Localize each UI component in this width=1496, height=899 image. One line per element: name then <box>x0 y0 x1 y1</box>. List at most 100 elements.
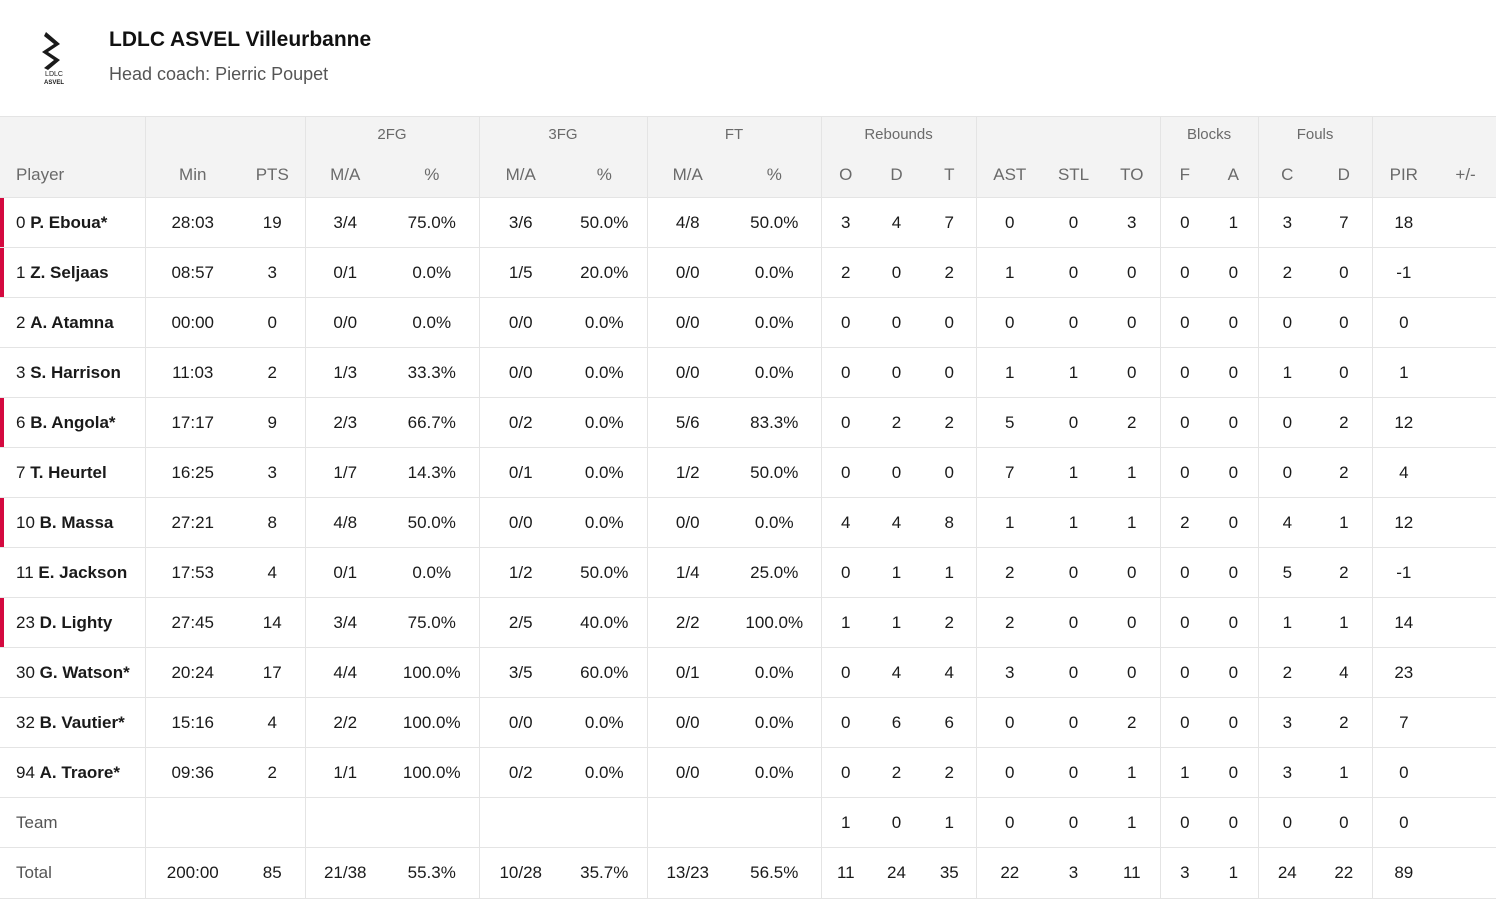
player-number: 30 <box>16 662 35 682</box>
player-cell[interactable]: 1 Z. Seljaas <box>0 247 145 298</box>
col-reb-d[interactable]: D <box>870 152 924 198</box>
table-row[interactable]: 2 A. Atamna 00:00 0 0/0 0.0% 0/0 0.0% 0/0 0.0% 0 0… <box>0 297 1496 348</box>
stat-pm <box>1435 697 1496 748</box>
stat-t: 1 <box>923 547 977 598</box>
col-ft-pct[interactable]: % <box>728 152 822 198</box>
table-row[interactable]: 3 S. Harrison 11:03 2 1/3 33.3% 0/0 0.0% 0/0 0.0… <box>0 347 1496 398</box>
player-name[interactable]: B. Angola* <box>30 412 116 432</box>
stat-stl: 1 <box>1043 447 1105 498</box>
player-number: 10 <box>16 512 35 532</box>
table-row[interactable]: 6 B. Angola* 17:17 9 2/3 66.7% 0/2 0.0% 5/6 83.3… <box>0 397 1496 448</box>
stat-bf: 0 <box>1159 647 1210 698</box>
player-cell[interactable]: 23 D. Lighty <box>0 597 145 648</box>
stat-t: 0 <box>923 347 977 398</box>
col-min[interactable]: Min <box>144 152 240 198</box>
table-row[interactable]: 1 Z. Seljaas 08:57 3 0/1 0.0% 1/5 20.0% 0/0 0.0%… <box>0 247 1496 298</box>
stat-pm <box>1435 747 1496 798</box>
stat-min: 200:00 <box>144 847 240 899</box>
table-row[interactable]: 23 D. Lighty 27:45 14 3/4 75.0% 2/5 40.0% 2/2 10… <box>0 597 1496 648</box>
player-number: 11 <box>16 562 34 582</box>
player-name[interactable]: G. Watson* <box>39 662 130 682</box>
stat-fg3: 0/0 <box>478 347 562 398</box>
player-cell[interactable]: 32 B. Vautier* <box>0 697 145 748</box>
stat-pir: 0 <box>1371 297 1436 348</box>
stat-bf: 2 <box>1159 497 1210 548</box>
player-cell[interactable]: 3 S. Harrison <box>0 347 145 398</box>
col-fouls-c[interactable]: C <box>1257 152 1317 198</box>
stat-pm <box>1435 597 1496 648</box>
stat-stl: 3 <box>1043 847 1105 899</box>
player-name[interactable]: B. Vautier* <box>39 712 125 732</box>
col-ast[interactable]: AST <box>975 152 1044 198</box>
stat-pm <box>1435 847 1496 899</box>
stat-stl: 0 <box>1043 247 1105 298</box>
player-name[interactable]: T. Heurtel <box>30 462 107 482</box>
table-row[interactable]: 32 B. Vautier* 15:16 4 2/2 100.0% 0/0 0.0% 0/0 0… <box>0 697 1496 748</box>
col-blk-f[interactable]: F <box>1159 152 1210 198</box>
player-cell[interactable]: 2 A. Atamna <box>0 297 145 348</box>
col-pir[interactable]: PIR <box>1371 152 1436 198</box>
stat-ftp: 0.0% <box>728 247 822 298</box>
stat-pts: 4 <box>240 547 305 598</box>
group-rebounds: Rebounds <box>820 116 977 152</box>
stat-fd: 0 <box>1316 347 1373 398</box>
stat-o: 0 <box>820 647 871 698</box>
stat-fg2p: 0.0% <box>385 547 479 598</box>
player-name[interactable]: B. Massa <box>39 512 114 532</box>
stat-min <box>144 797 240 848</box>
col-reb-t[interactable]: T <box>923 152 977 198</box>
player-number: 7 <box>16 462 26 482</box>
stat-fd: 0 <box>1316 247 1373 298</box>
player-name[interactable]: A. Atamna <box>30 312 114 332</box>
player-name[interactable]: D. Lighty <box>39 612 113 632</box>
player-cell[interactable]: 7 T. Heurtel <box>0 447 145 498</box>
col-2fg-ma[interactable]: M/A <box>304 152 385 198</box>
player-name[interactable]: A. Traore* <box>39 762 120 782</box>
col-ft-ma[interactable]: M/A <box>646 152 728 198</box>
player-cell[interactable]: 0 P. Eboua* <box>0 197 145 248</box>
col-3fg-pct[interactable]: % <box>562 152 647 198</box>
col-reb-o[interactable]: O <box>820 152 871 198</box>
stat-pm <box>1435 647 1496 698</box>
stat-fg3 <box>478 797 562 848</box>
table-row[interactable]: 7 T. Heurtel 16:25 3 1/7 14.3% 0/1 0.0% 1/2 50.0… <box>0 447 1496 498</box>
col-blk-a[interactable]: A <box>1209 152 1259 198</box>
player-name[interactable]: S. Harrison <box>30 362 121 382</box>
col-player[interactable]: Player <box>0 152 145 198</box>
player-cell[interactable]: 30 G. Watson* <box>0 647 145 698</box>
stat-pts: 0 <box>240 297 305 348</box>
table-row[interactable]: 10 B. Massa 27:21 8 4/8 50.0% 0/0 0.0% 0/0 0.0% 4… <box>0 497 1496 548</box>
player-name[interactable]: Z. Seljaas <box>30 262 109 282</box>
player-name[interactable]: P. Eboua* <box>30 212 108 232</box>
player-cell[interactable]: 94 A. Traore* <box>0 747 145 798</box>
player-cell[interactable]: 6 B. Angola* <box>0 397 145 448</box>
player-cell[interactable]: 11 E. Jackson <box>0 547 145 598</box>
table-row[interactable]: 94 A. Traore* 09:36 2 1/1 100.0% 0/2 0.0% 0/0 0.… <box>0 747 1496 798</box>
table-row[interactable]: 0 P. Eboua* 28:03 19 3/4 75.0% 3/6 50.0% 4/8 50.… <box>0 197 1496 248</box>
stat-fg3: 0/2 <box>478 747 562 798</box>
stat-ba: 0 <box>1209 497 1259 548</box>
col-pts[interactable]: PTS <box>240 152 305 198</box>
stat-pts <box>240 797 305 848</box>
stat-t: 2 <box>923 397 977 448</box>
stat-pir: 14 <box>1371 597 1436 648</box>
table-row[interactable]: 11 E. Jackson 17:53 4 0/1 0.0% 1/2 50.0% 1/4 25.… <box>0 547 1496 598</box>
player-cell[interactable]: 10 B. Massa <box>0 497 145 548</box>
col-2fg-pct[interactable]: % <box>385 152 479 198</box>
col-plus-minus[interactable]: +/- <box>1435 152 1496 198</box>
logo-text-top: LDLC <box>45 71 63 78</box>
col-stl[interactable]: STL <box>1043 152 1105 198</box>
stat-ft: 1/4 <box>646 547 728 598</box>
stat-fg3: 0/1 <box>478 447 562 498</box>
stat-stl: 0 <box>1043 797 1105 848</box>
col-3fg-ma[interactable]: M/A <box>478 152 562 198</box>
player-name[interactable]: E. Jackson <box>38 562 128 582</box>
stat-fg3p: 60.0% <box>562 647 647 698</box>
col-fouls-d[interactable]: D <box>1316 152 1373 198</box>
col-to[interactable]: TO <box>1104 152 1161 198</box>
stat-fg2p: 100.0% <box>385 747 479 798</box>
table-row[interactable]: 30 G. Watson* 20:24 17 4/4 100.0% 3/5 60.0% 0/1… <box>0 647 1496 698</box>
stat-o: 2 <box>820 247 871 298</box>
stat-min: 27:45 <box>144 597 240 648</box>
stat-min: 16:25 <box>144 447 240 498</box>
